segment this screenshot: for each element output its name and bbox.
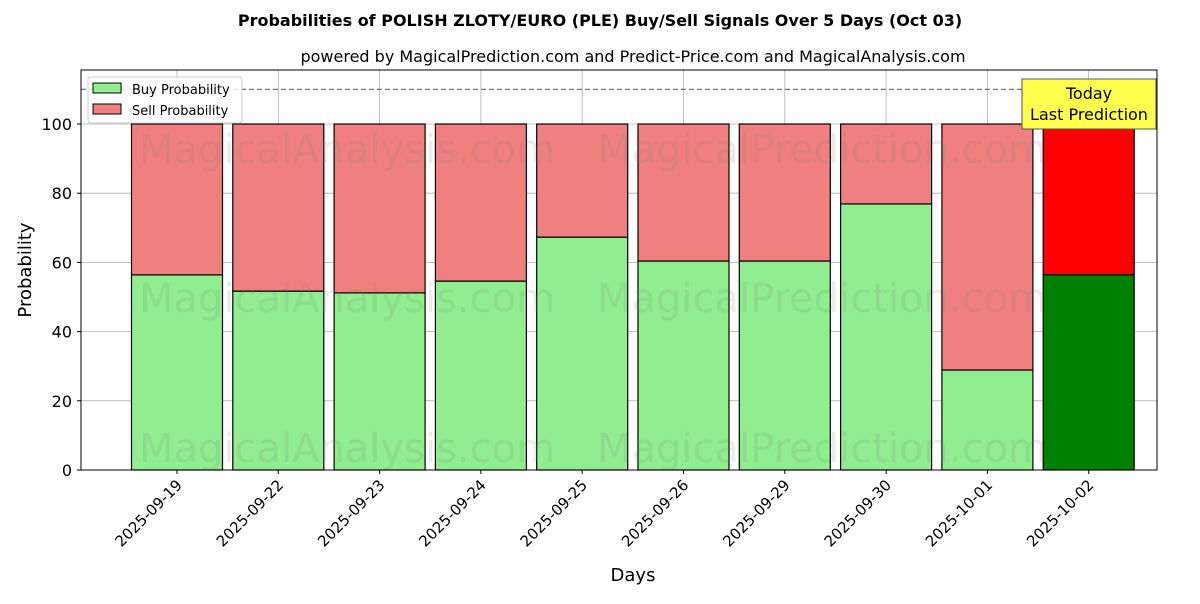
watermark: MagicalAnalysis.com — [139, 426, 555, 472]
sell-bar — [941, 123, 1034, 371]
plot-frame — [80, 69, 1158, 471]
watermark: MagicalPrediction.com — [597, 276, 1047, 322]
buy-bar — [941, 369, 1034, 471]
buy-bar — [1042, 274, 1135, 471]
legend-label-buy: Buy Probability — [132, 83, 230, 98]
x-tick-label: 2025-09-26 — [618, 476, 692, 550]
sell-bar — [738, 123, 831, 262]
sell-bar — [232, 123, 325, 292]
y-tick-label: 100 — [41, 115, 72, 134]
chart-title: Probabilities of POLISH ZLOTY/EURO (PLE)… — [238, 11, 962, 30]
x-tick-label: 2025-09-22 — [213, 476, 287, 550]
buy-bar — [738, 260, 831, 471]
sell-bar — [839, 123, 933, 205]
x-tick-label: 2025-09-23 — [314, 476, 388, 550]
buy-bar — [130, 274, 224, 471]
sell-bar — [1042, 123, 1135, 276]
buy-bar — [536, 236, 629, 471]
sell-bar — [536, 123, 629, 238]
y-tick-label: 80 — [52, 184, 72, 203]
legend-label-sell: Sell Probability — [132, 104, 229, 119]
watermark: MagicalAnalysis.com — [139, 127, 555, 173]
annotation-line1: Today — [1065, 84, 1112, 103]
y-tick-label: 0 — [62, 461, 72, 480]
buy-bar — [637, 260, 730, 471]
y-axis-label: Probability — [15, 222, 36, 317]
x-tick-label: 2025-09-19 — [111, 476, 185, 550]
watermark: MagicalPrediction.com — [597, 426, 1047, 472]
sell-bar — [637, 123, 730, 262]
x-tick-label: 2025-09-30 — [821, 476, 895, 550]
x-tick-label: 2025-10-02 — [1023, 476, 1097, 550]
watermark: MagicalAnalysis.com — [139, 276, 555, 322]
x-tick-label: 2025-10-01 — [922, 476, 996, 550]
legend-swatch-sell — [92, 103, 122, 115]
legend-swatch-buy — [92, 82, 122, 94]
y-tick-label: 20 — [52, 392, 72, 411]
x-axis-label: Days — [611, 565, 656, 586]
sell-bar — [130, 123, 224, 276]
y-tick-label: 40 — [52, 323, 72, 342]
x-tick-label: 2025-09-25 — [517, 476, 591, 550]
today-annotation: Today Last Prediction — [1021, 78, 1157, 130]
y-tick-label: 60 — [52, 253, 72, 272]
x-tick-label: 2025-09-24 — [415, 476, 489, 550]
x-tick-label: 2025-09-29 — [719, 476, 793, 550]
sell-bar — [333, 123, 426, 294]
chart-subtitle: powered by MagicalPrediction.com and Pre… — [300, 47, 965, 66]
legend: Buy Probability Sell Probability — [87, 76, 243, 124]
watermark: MagicalPrediction.com — [597, 127, 1047, 173]
annotation-line2: Last Prediction — [1030, 105, 1148, 124]
sell-bar — [434, 123, 527, 282]
buy-bar — [839, 203, 933, 471]
buy-bar — [333, 292, 426, 471]
buy-bar — [434, 280, 527, 471]
